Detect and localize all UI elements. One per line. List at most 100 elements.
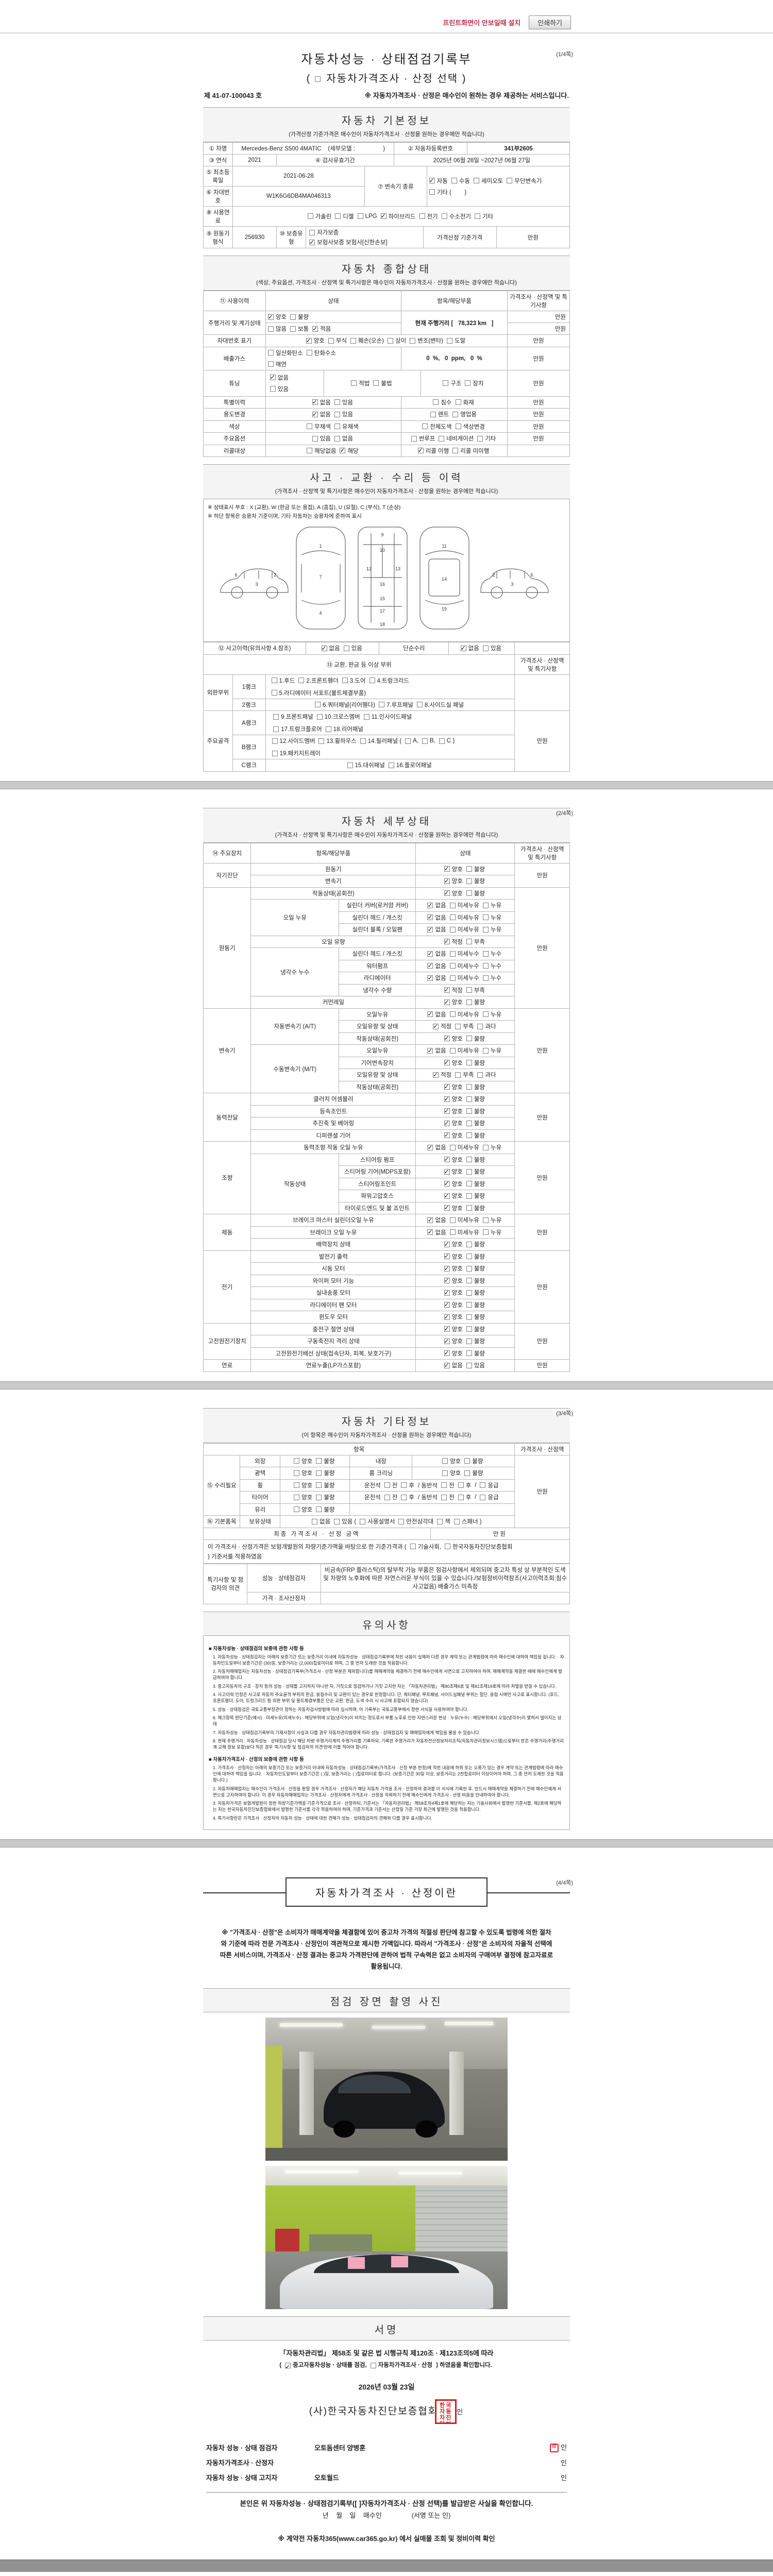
checkbox[interactable] [328, 337, 334, 344]
checkbox[interactable] [312, 435, 318, 442]
checkbox[interactable] [298, 677, 305, 683]
checkbox[interactable] [466, 1326, 472, 1332]
checkbox[interactable] [466, 1290, 472, 1296]
checkbox[interactable] [316, 1470, 322, 1476]
checkbox[interactable] [458, 1482, 464, 1488]
checkbox[interactable] [384, 1494, 390, 1500]
checkbox[interactable] [482, 914, 489, 920]
checkbox[interactable] [449, 975, 456, 981]
checkbox[interactable] [307, 423, 313, 429]
checkbox-checked[interactable] [427, 1144, 433, 1151]
checkbox[interactable] [477, 435, 483, 442]
checkbox[interactable] [325, 726, 331, 732]
checkbox[interactable] [439, 738, 445, 744]
checkbox-checked[interactable] [433, 1071, 439, 1078]
checkbox-checked[interactable] [429, 177, 435, 184]
checkbox[interactable] [270, 386, 276, 392]
checkbox-checked[interactable] [380, 212, 386, 219]
checkbox[interactable] [466, 1120, 472, 1126]
checkbox[interactable] [316, 1458, 322, 1464]
checkbox[interactable] [290, 314, 296, 320]
checkbox-checked[interactable] [444, 1180, 450, 1187]
checkbox-checked[interactable] [427, 1010, 433, 1018]
checkbox[interactable] [466, 1193, 472, 1199]
checkbox[interactable] [482, 951, 489, 957]
checkbox[interactable] [482, 1011, 489, 1017]
checkbox[interactable] [294, 1494, 300, 1500]
checkbox[interactable] [294, 1458, 300, 1464]
checkbox[interactable] [466, 1338, 472, 1344]
checkbox[interactable] [474, 178, 480, 183]
checkbox[interactable] [447, 337, 453, 344]
checkbox-checked[interactable] [444, 1059, 450, 1066]
checkbox[interactable] [272, 738, 278, 744]
checkbox[interactable] [466, 1036, 472, 1041]
checkbox[interactable] [482, 1047, 489, 1054]
checkbox[interactable] [449, 1011, 456, 1017]
checkbox[interactable] [334, 399, 340, 405]
checkbox-checked[interactable] [444, 877, 450, 885]
checkbox[interactable] [433, 399, 439, 405]
checkbox[interactable] [480, 1482, 486, 1488]
checkbox-checked[interactable] [444, 1083, 450, 1090]
checkbox[interactable] [294, 1482, 300, 1488]
checkbox[interactable] [272, 750, 278, 756]
checkbox[interactable] [466, 1168, 472, 1175]
checkbox-checked[interactable] [427, 974, 433, 981]
checkbox[interactable] [387, 337, 393, 344]
checkbox[interactable] [466, 1362, 472, 1368]
checkbox-checked[interactable] [309, 239, 315, 246]
checkbox[interactable] [309, 229, 315, 235]
checkbox[interactable] [273, 714, 279, 720]
checkbox-checked[interactable] [444, 1156, 450, 1163]
checkbox[interactable] [466, 1132, 472, 1138]
checkbox[interactable] [482, 963, 489, 969]
checkbox-checked[interactable] [444, 1035, 450, 1042]
checkbox[interactable] [342, 677, 348, 683]
checkbox[interactable] [360, 1518, 366, 1524]
checkbox[interactable] [441, 1482, 447, 1488]
checkbox[interactable] [466, 1157, 472, 1162]
checkbox[interactable] [452, 411, 459, 417]
checkbox[interactable] [466, 1060, 472, 1065]
checkbox[interactable] [384, 1482, 390, 1488]
checkbox-checked[interactable] [444, 1120, 450, 1127]
checkbox[interactable] [357, 213, 363, 219]
checkbox-checked[interactable] [444, 889, 450, 896]
checkbox[interactable] [351, 380, 357, 386]
checkbox[interactable] [271, 677, 277, 683]
checkbox[interactable] [466, 1084, 472, 1090]
checkbox[interactable] [455, 423, 461, 429]
checkbox[interactable] [335, 213, 341, 219]
checkbox[interactable] [482, 1229, 489, 1235]
checkbox[interactable] [466, 1241, 472, 1247]
checkbox[interactable] [466, 1278, 472, 1283]
checkbox[interactable] [477, 1072, 483, 1078]
checkbox[interactable] [464, 1458, 470, 1464]
checkbox[interactable] [449, 1229, 456, 1235]
checkbox-checked[interactable] [444, 1289, 450, 1296]
checkbox[interactable] [466, 987, 472, 993]
checkbox-checked[interactable] [312, 411, 318, 418]
checkbox-checked[interactable] [427, 902, 433, 909]
checkbox[interactable] [267, 361, 274, 367]
checkbox[interactable] [449, 1047, 456, 1054]
checkbox-checked[interactable] [444, 938, 450, 945]
checkbox[interactable] [466, 1205, 472, 1211]
checkbox[interactable] [290, 326, 296, 332]
checkbox[interactable] [373, 380, 379, 386]
checkbox-checked[interactable] [460, 645, 466, 652]
checkbox-checked[interactable] [427, 1047, 433, 1054]
print-button[interactable]: 인쇄하기 [529, 15, 571, 29]
checkbox[interactable] [451, 178, 457, 183]
checkbox[interactable] [464, 1470, 470, 1476]
checkbox-checked[interactable] [444, 1265, 450, 1272]
checkbox[interactable] [441, 213, 447, 219]
checkbox[interactable] [316, 714, 323, 720]
checkbox[interactable] [410, 1544, 416, 1549]
checkbox[interactable] [343, 645, 349, 651]
checkbox[interactable] [363, 714, 369, 720]
checkbox[interactable] [442, 1470, 448, 1476]
checkbox[interactable] [388, 762, 394, 768]
checkbox[interactable] [294, 1470, 300, 1476]
